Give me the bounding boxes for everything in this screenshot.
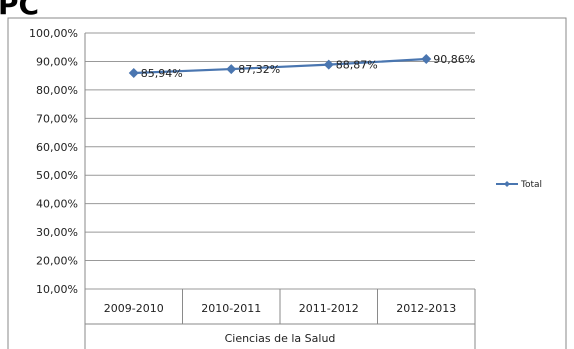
y-tick-label: 60,00% [36,141,78,154]
y-tick-label: 50,00% [36,169,78,182]
data-label: 87,32% [238,63,280,76]
category-label: 2009-2010 [104,302,164,315]
data-label: 90,86% [433,53,475,66]
y-tick-label: 20,00% [36,255,78,268]
legend: Total [496,180,542,190]
data-point-marker [421,53,432,64]
y-tick-label: 90,00% [36,55,78,68]
series-layer [128,53,432,78]
y-tick-label: 30,00% [36,226,78,239]
y-tick-label: 100,00% [29,27,78,40]
data-point-marker [226,64,237,75]
y-tick-label: 70,00% [36,112,78,125]
data-label: 88,87% [336,59,378,72]
data-labels: 85,94% 87,32% 88,87% 90,86% [141,53,475,80]
y-axis-ticks: 10,00% 20,00% 30,00% 40,00% 50,00% 60,00% 70,0… [29,27,78,296]
data-point-marker [323,59,334,70]
category-label: 2010-2011 [201,302,261,315]
series-line-total [133,57,427,75]
category-label: 2011-2012 [299,302,359,315]
category-group-label: Ciencias de la Salud [225,332,336,345]
legend-label-total: Total [520,180,542,190]
data-label: 85,94% [141,67,183,80]
data-point-marker [128,67,139,78]
category-axis: 2009-2010 2010-2011 2011-2012 2012-2013 Cien… [104,289,456,345]
cropped-header-fragment: PC [0,0,39,21]
chart-frame [7,17,567,349]
y-tick-label: 10,00% [36,283,78,296]
y-tick-label: 80,00% [36,84,78,97]
category-label: 2012-2013 [396,302,456,315]
legend-marker-total [504,181,510,187]
y-tick-label: 40,00% [36,198,78,211]
